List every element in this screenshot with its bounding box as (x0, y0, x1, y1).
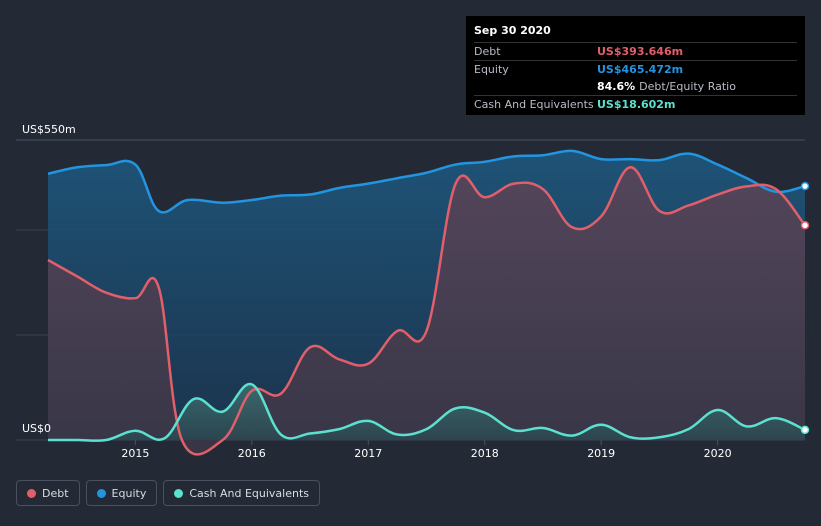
equity-end-marker (800, 181, 810, 191)
debt-line (47, 166, 806, 456)
legend-label: Cash And Equivalents (189, 486, 309, 500)
tooltip-ratio-pct: 84.6% (597, 80, 636, 93)
tooltip-row-ratio: 84.6% Debt/Equity Ratio (474, 78, 797, 95)
debt-area (48, 167, 805, 455)
debt-dot-icon (27, 488, 36, 498)
cash-line (48, 382, 806, 442)
x-tick-label: 2020 (704, 447, 732, 460)
y-axis-max-label: US$550m (22, 123, 76, 136)
legend-label: Equity (111, 486, 147, 500)
x-tick-label: 2018 (471, 447, 499, 460)
tooltip-row-debt: Debt US$393.646m (474, 42, 797, 60)
tooltip-label: Debt (474, 45, 501, 58)
tooltip-equity-value: US$465.472m (597, 63, 684, 76)
tooltip-cash-value: US$18.602m (597, 98, 676, 111)
x-tick-label: 2019 (587, 447, 615, 460)
x-tick-label: 2015 (121, 447, 149, 460)
legend-item-equity[interactable]: Equity (85, 480, 158, 506)
legend-item-cash[interactable]: Cash And Equivalents (163, 480, 320, 506)
legend: Debt Equity Cash And Equivalents (16, 480, 320, 506)
debt-end-marker (800, 221, 810, 230)
series-lines (47, 149, 806, 456)
tooltip-date: Sep 30 2020 (474, 24, 551, 37)
legend-label: Debt (42, 486, 69, 500)
equity-dot-icon (96, 488, 106, 498)
tooltip: Sep 30 2020 Debt US$393.646m Equity US$4… (466, 16, 805, 115)
equity-line (47, 149, 806, 214)
tooltip-debt-value: US$393.646m (597, 45, 684, 58)
cash-end-marker (800, 425, 810, 435)
series-end-markers (800, 181, 810, 435)
cash-dot-icon (174, 488, 184, 498)
tooltip-label: Cash And Equivalents (474, 98, 594, 111)
x-tick-label: 2016 (238, 447, 266, 460)
legend-item-debt[interactable]: Debt (16, 480, 80, 506)
y-axis-min-label: US$0 (22, 422, 51, 435)
x-tick-label: 2017 (354, 447, 382, 460)
cash-area (48, 383, 805, 441)
tooltip-ratio-label: Debt/Equity Ratio (639, 80, 736, 93)
series-areas (48, 150, 805, 455)
tooltip-row-equity: Equity US$465.472m (474, 60, 797, 78)
x-axis: 2015 2016 2017 2018 2019 2020 (121, 440, 732, 460)
tooltip-label: Equity (474, 63, 509, 76)
tooltip-row-cash: Cash And Equivalents US$18.602m (474, 95, 797, 113)
